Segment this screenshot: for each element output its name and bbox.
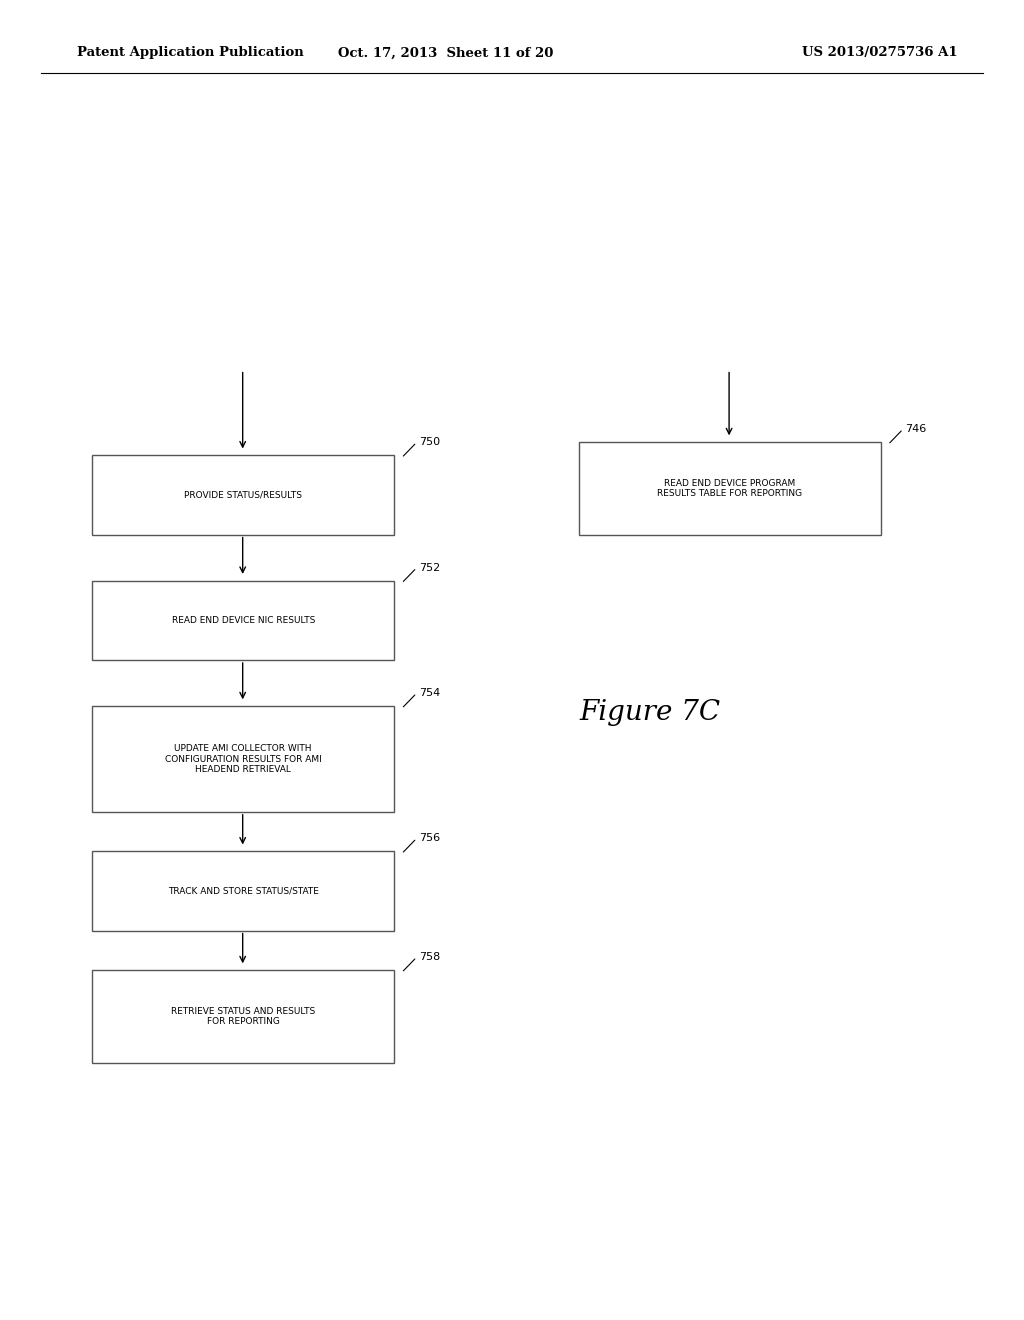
Bar (92, 970, 394, 1063)
Text: TRACK AND STORE STATUS/STATE: TRACK AND STORE STATUS/STATE (168, 887, 318, 895)
Text: US 2013/0275736 A1: US 2013/0275736 A1 (802, 46, 957, 59)
Text: READ END DEVICE PROGRAM
RESULTS TABLE FOR REPORTING: READ END DEVICE PROGRAM RESULTS TABLE FO… (657, 479, 802, 498)
Text: 754: 754 (419, 688, 440, 698)
Bar (92, 581, 394, 660)
Bar (579, 442, 881, 535)
Text: Oct. 17, 2013  Sheet 11 of 20: Oct. 17, 2013 Sheet 11 of 20 (338, 46, 553, 59)
Text: PROVIDE STATUS/RESULTS: PROVIDE STATUS/RESULTS (184, 491, 302, 499)
Text: UPDATE AMI COLLECTOR WITH
CONFIGURATION RESULTS FOR AMI
HEADEND RETRIEVAL: UPDATE AMI COLLECTOR WITH CONFIGURATION … (165, 744, 322, 774)
Bar (92, 455, 394, 535)
Bar (92, 851, 394, 931)
Text: 750: 750 (419, 437, 440, 447)
Bar (92, 706, 394, 812)
Text: 746: 746 (905, 424, 927, 434)
Text: READ END DEVICE NIC RESULTS: READ END DEVICE NIC RESULTS (171, 616, 315, 624)
Text: RETRIEVE STATUS AND RESULTS
FOR REPORTING: RETRIEVE STATUS AND RESULTS FOR REPORTIN… (171, 1007, 315, 1026)
Text: Patent Application Publication: Patent Application Publication (77, 46, 303, 59)
Text: 752: 752 (419, 562, 440, 573)
Text: 756: 756 (419, 833, 440, 843)
Text: 758: 758 (419, 952, 440, 962)
Text: Figure 7C: Figure 7C (580, 700, 721, 726)
